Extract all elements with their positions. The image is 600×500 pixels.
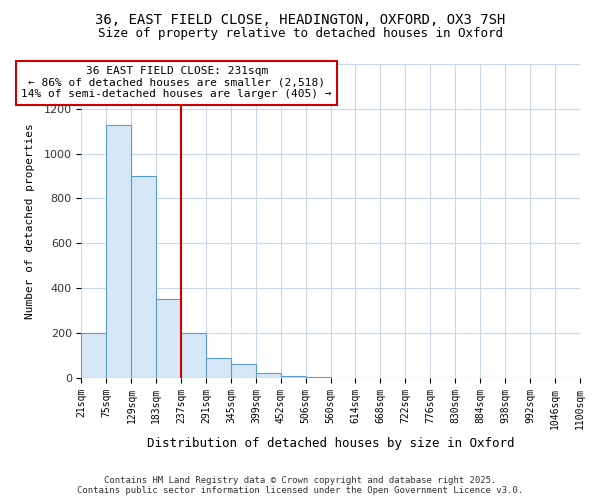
Bar [181, 333, 206, 378]
Text: 36, EAST FIELD CLOSE, HEADINGTON, OXFORD, OX3 7SH: 36, EAST FIELD CLOSE, HEADINGTON, OXFORD… [95, 12, 505, 26]
Bar [206, 358, 231, 378]
Text: Size of property relative to detached houses in Oxford: Size of property relative to detached ho… [97, 28, 503, 40]
Text: Contains HM Land Registry data © Crown copyright and database right 2025.
Contai: Contains HM Land Registry data © Crown c… [77, 476, 523, 495]
Bar [82, 333, 106, 378]
Bar [256, 374, 281, 378]
Bar [231, 364, 256, 378]
Bar [305, 376, 331, 378]
Bar [281, 376, 305, 378]
Y-axis label: Number of detached properties: Number of detached properties [25, 123, 35, 319]
Bar [106, 124, 131, 378]
Text: 36 EAST FIELD CLOSE: 231sqm
← 86% of detached houses are smaller (2,518)
14% of : 36 EAST FIELD CLOSE: 231sqm ← 86% of det… [22, 66, 332, 100]
Bar [157, 300, 181, 378]
X-axis label: Distribution of detached houses by size in Oxford: Distribution of detached houses by size … [147, 437, 514, 450]
Bar [131, 176, 157, 378]
